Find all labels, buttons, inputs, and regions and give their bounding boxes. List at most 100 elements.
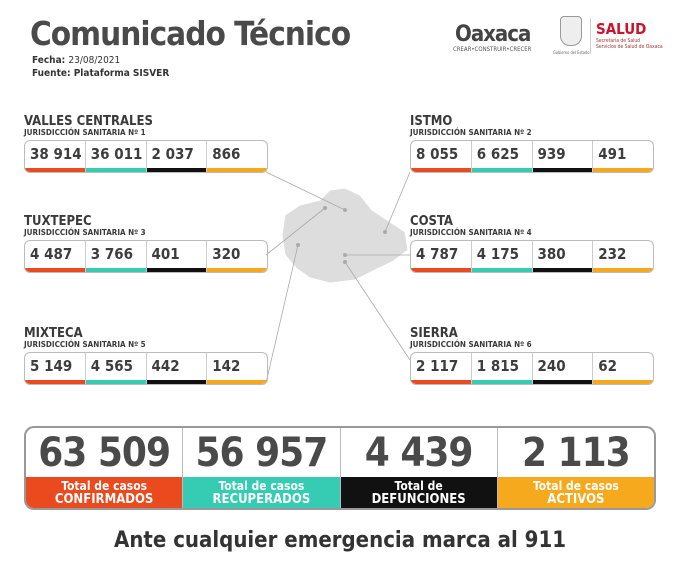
region-name: MIXTECA: [24, 326, 83, 341]
date-label: Fecha:: [32, 55, 66, 66]
region-stats: 8 055 6 625 939 491: [410, 140, 654, 173]
region-jurisdiction: JURISDICCIÓN SANITARIA Nº 3: [24, 228, 146, 237]
stat-value: 5 149: [30, 357, 73, 375]
region-tuxtepec: TUXTEPEC JURISDICCIÓN SANITARIA Nº 3 4 487…: [24, 215, 268, 273]
stat-value: 4 787: [416, 245, 459, 263]
stat-activos: 62: [593, 353, 653, 384]
color-bar: [146, 380, 207, 384]
color-bar: [411, 380, 471, 384]
total-label: Total de casos RECUPERADOS: [183, 477, 340, 508]
oaxaca-map: [265, 171, 411, 384]
region-jurisdiction: JURISDICCIÓN SANITARIA Nº 5: [24, 340, 146, 349]
stat-value: 442: [151, 357, 180, 375]
total-label: Total de casos ACTIVOS: [497, 477, 654, 508]
state-seal-icon: [560, 16, 582, 46]
stat-activos: 142: [207, 353, 267, 384]
stat-activos: 320: [207, 241, 267, 272]
region-name: SIERRA: [410, 326, 458, 341]
emergency-footer: Ante cualquier emergencia marca al 911: [114, 528, 566, 553]
stat-confirmados: 2 117: [411, 353, 472, 384]
stat-value: 6 625: [476, 145, 520, 163]
total-label: Total de DEFUNCIONES: [340, 477, 497, 508]
color-bar: [207, 268, 267, 272]
stat-value: 320: [212, 245, 241, 263]
region-jurisdiction: JURISDICCIÓN SANITARIA Nº 1: [24, 128, 146, 137]
region-mixteca: MIXTECA JURISDICCIÓN SANITARIA Nº 5 5 149 4…: [24, 327, 268, 385]
stat-value: 866: [212, 145, 241, 163]
stat-confirmados: 4 487: [25, 241, 86, 272]
total-defunciones: 4 439 Total de DEFUNCIONES: [340, 428, 498, 508]
region-name: TUXTEPEC: [24, 214, 92, 229]
color-bar: [471, 168, 532, 172]
stat-defunciones: 380: [532, 241, 594, 272]
color-bar: [532, 168, 593, 172]
stat-confirmados: 4 787: [411, 241, 472, 272]
stat-defunciones: 442: [146, 353, 208, 384]
region-stats: 2 117 1 815 240 62: [410, 352, 654, 385]
stat-value: 2 037: [151, 145, 194, 163]
stat-value: 4 175: [476, 245, 520, 263]
total-activos: 2 113 Total de casos ACTIVOS: [497, 428, 654, 508]
region-stats: 4 787 4 175 380 232: [410, 240, 654, 273]
stat-value: 4 565: [90, 357, 134, 375]
region-name: VALLES CENTRALES: [24, 114, 153, 129]
stat-defunciones: 401: [146, 241, 208, 272]
stat-confirmados: 8 055: [411, 141, 472, 172]
region-stats: 5 149 4 565 442 142: [24, 352, 268, 385]
stat-activos: 491: [593, 141, 653, 172]
stat-defunciones: 2 037: [146, 141, 208, 172]
color-bar: [532, 380, 593, 384]
connector-lines: [265, 171, 411, 384]
page-title: Comunicado Técnico: [30, 14, 351, 53]
color-bar: [411, 268, 471, 272]
color-bar: [25, 168, 85, 172]
color-bar: [593, 268, 653, 272]
total-recuperados: 56 957 Total de casos RECUPERADOS: [183, 428, 341, 508]
color-bar: [146, 168, 207, 172]
stat-recuperados: 4 565: [85, 353, 147, 384]
color-bar: [532, 268, 593, 272]
color-bar: [25, 380, 85, 384]
source: Fuente: Plataforma SISVER: [32, 68, 170, 79]
color-bar: [85, 268, 146, 272]
logo-divider: [590, 18, 591, 54]
stat-value: 38 914: [30, 145, 82, 163]
region-istmo: ISTMO JURISDICCIÓN SANITARIA Nº 2 8 055 6 6…: [410, 115, 654, 173]
region-stats: 38 914 36 011 2 037 866: [24, 140, 268, 173]
stat-recuperados: 3 766: [85, 241, 147, 272]
total-label: Total de casos CONFIRMADOS: [26, 477, 183, 508]
color-bar: [146, 268, 207, 272]
region-costa: COSTA JURISDICCIÓN SANITARIA Nº 4 4 787 4 1…: [410, 215, 654, 273]
stat-value: 2 117: [416, 357, 459, 375]
stat-value: 491: [598, 145, 627, 163]
color-bar: [207, 168, 267, 172]
salud-logo: SALUD: [596, 20, 647, 38]
total-value: 56 957: [195, 430, 329, 476]
stat-value: 401: [151, 245, 180, 263]
date-value: 23/08/2021: [68, 55, 121, 66]
salud-subtitle: Secretaría de Salud Servicios de Salud de…: [596, 38, 663, 50]
stat-defunciones: 939: [532, 141, 594, 172]
color-bar: [85, 380, 146, 384]
color-bar: [593, 168, 653, 172]
stat-recuperados: 1 815: [471, 353, 533, 384]
stat-value: 8 055: [416, 145, 459, 163]
stat-value: 232: [598, 245, 627, 263]
region-jurisdiction: JURISDICCIÓN SANITARIA Nº 4: [410, 228, 532, 237]
color-bar: [85, 168, 146, 172]
color-bar: [411, 168, 471, 172]
stat-recuperados: 4 175: [471, 241, 533, 272]
stat-value: 1 815: [476, 357, 520, 375]
region-valles-centrales: VALLES CENTRALES JURISDICCIÓN SANITARIA N…: [24, 115, 268, 173]
oaxaca-logo: Oaxaca: [455, 22, 531, 47]
date: Fecha: 23/08/2021: [32, 55, 120, 66]
color-bar: [471, 268, 532, 272]
totals-panel: 63 509 Total de casos CONFIRMADOS 56 957 Tot…: [24, 426, 656, 510]
stat-defunciones: 240: [532, 353, 594, 384]
color-bar: [471, 380, 532, 384]
total-value: 4 439: [364, 430, 474, 476]
stat-value: 380: [537, 245, 566, 263]
stat-confirmados: 5 149: [25, 353, 86, 384]
total-value: 2 113: [522, 430, 631, 476]
seal-caption: Gobierno del Estado: [553, 50, 590, 55]
